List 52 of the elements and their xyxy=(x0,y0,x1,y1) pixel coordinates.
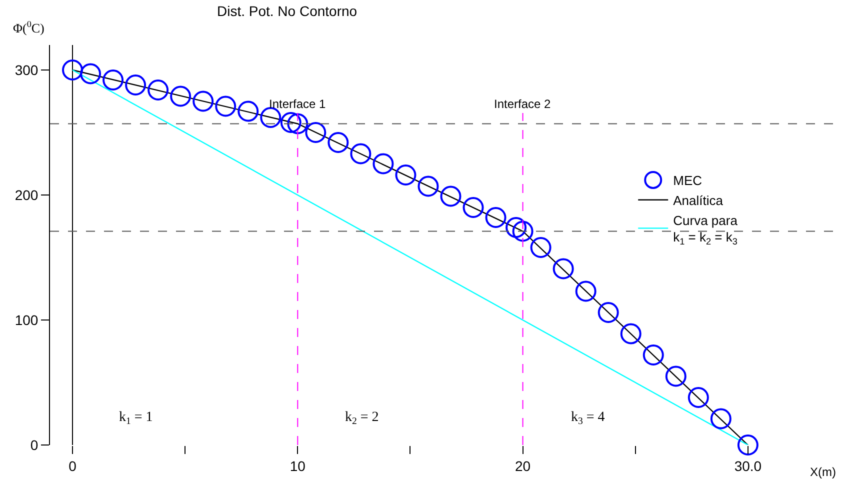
chart-title: Dist. Pot. No Contorno xyxy=(217,3,358,19)
y-tick-label: 100 xyxy=(14,312,38,328)
point xyxy=(575,280,596,302)
point xyxy=(372,153,394,174)
ref-line-label: Interface 1 xyxy=(269,97,326,111)
point xyxy=(80,63,102,84)
point xyxy=(305,122,326,143)
ref-line-label: Interface 2 xyxy=(494,97,552,111)
annotation: k$_{2}$ = 2 xyxy=(345,410,379,427)
point xyxy=(350,143,372,164)
point xyxy=(170,86,192,107)
y-tick-label: 200 xyxy=(14,186,38,203)
point xyxy=(440,186,462,207)
annotation: k$_{3}$ = 4 xyxy=(571,410,605,427)
point xyxy=(620,323,642,344)
point xyxy=(665,366,686,387)
legend-label: MEC xyxy=(673,173,702,188)
point xyxy=(280,112,302,133)
point xyxy=(512,220,534,242)
x-tick-label: 10 xyxy=(290,458,306,474)
point xyxy=(462,197,484,218)
point xyxy=(125,74,146,96)
legend-label: Curva para k$_{1}$ = k$_{2}$ = k$_{3}$ xyxy=(673,212,738,246)
point xyxy=(710,408,732,430)
annotation: k$_{1}$ = 1 xyxy=(119,410,153,427)
y-axis-title: Φ($^{0}$C) xyxy=(13,19,44,36)
point xyxy=(328,132,349,153)
y-tick-label: 0 xyxy=(30,436,38,453)
point xyxy=(688,387,709,408)
point xyxy=(260,107,282,128)
point xyxy=(485,207,506,228)
point xyxy=(148,80,169,100)
x-tick-label: 30.0 xyxy=(734,458,762,474)
point xyxy=(192,90,214,112)
x-tick-label: 20 xyxy=(515,458,531,474)
point xyxy=(506,217,527,238)
legend-label: Analítica xyxy=(673,192,724,208)
point xyxy=(238,100,259,122)
point xyxy=(530,237,552,258)
point xyxy=(395,164,416,186)
point xyxy=(418,176,439,197)
point xyxy=(552,258,574,280)
point xyxy=(737,434,758,456)
x-tick-label: 0 xyxy=(68,458,77,474)
point xyxy=(598,302,619,323)
point xyxy=(642,344,664,366)
y-tick-label: 300 xyxy=(14,62,38,78)
x-axis-title: X(m) xyxy=(810,465,836,479)
point xyxy=(102,70,124,90)
point xyxy=(287,113,308,134)
point xyxy=(62,60,84,80)
point xyxy=(215,96,236,117)
